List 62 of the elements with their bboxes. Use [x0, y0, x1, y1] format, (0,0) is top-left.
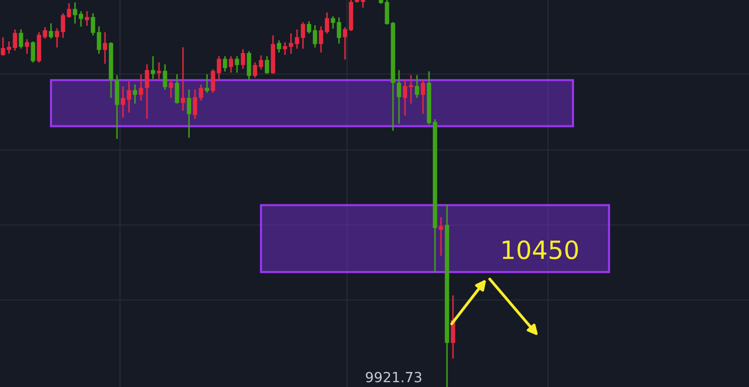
candlestick — [54, 28, 60, 48]
candlestick — [126, 81, 132, 113]
candlestick — [258, 55, 264, 70]
candlestick — [300, 22, 306, 49]
candlestick — [150, 56, 156, 79]
candlestick — [264, 56, 270, 74]
candlestick — [312, 25, 318, 48]
candlestick — [204, 74, 210, 93]
text: 10450 — [502, 240, 578, 260]
candlestick — [384, 0, 390, 25]
candlestick — [342, 27, 348, 60]
candlestick — [72, 2, 78, 24]
candlestick — [336, 17, 342, 44]
candlestick — [174, 74, 180, 104]
candlestick — [42, 27, 48, 39]
candlestick — [252, 62, 258, 78]
candlestick — [198, 84, 204, 101]
candlestick — [294, 29, 300, 49]
candlestick — [414, 75, 420, 98]
candlestick — [240, 49, 246, 69]
candlestick — [78, 11, 84, 27]
candlestick — [66, 3, 72, 18]
candlestick — [84, 11, 90, 26]
candlestick — [144, 64, 150, 119]
candlestick — [60, 13, 66, 38]
candlestick — [192, 89, 198, 119]
candlestick — [30, 41, 36, 63]
candlestick — [162, 64, 168, 90]
candlestick — [138, 74, 144, 101]
candlestick — [216, 56, 222, 81]
candlestick — [18, 29, 24, 49]
candlestick — [420, 79, 426, 114]
candlestick — [318, 26, 324, 53]
candlestick — [228, 56, 234, 73]
candlestick — [168, 79, 174, 98]
candlestick — [186, 89, 192, 138]
candlestick — [330, 16, 336, 29]
candlestick — [282, 42, 288, 55]
candlestick — [408, 75, 414, 104]
candlestick — [132, 84, 138, 104]
candlestick — [306, 21, 312, 34]
annotation: 9921.73 — [366, 372, 422, 382]
candlestick — [222, 56, 228, 72]
candlestick — [6, 41, 12, 54]
candlestick — [288, 33, 294, 54]
candlestick — [102, 32, 108, 64]
candlestick — [96, 26, 102, 54]
candlestick — [396, 70, 402, 124]
candlestick — [438, 217, 444, 256]
candlestick — [12, 29, 18, 51]
candlestick — [246, 51, 252, 80]
candlestick — [0, 37, 6, 56]
candlestick — [276, 40, 282, 53]
candlestick — [24, 39, 30, 54]
candlestick — [402, 79, 408, 116]
candlestick — [234, 56, 240, 73]
candlestick — [120, 86, 126, 118]
candlestick — [324, 12, 330, 34]
candlestick — [180, 47, 186, 111]
candlestick — [210, 69, 216, 93]
candlestick — [48, 23, 54, 39]
candlestick — [90, 13, 96, 36]
